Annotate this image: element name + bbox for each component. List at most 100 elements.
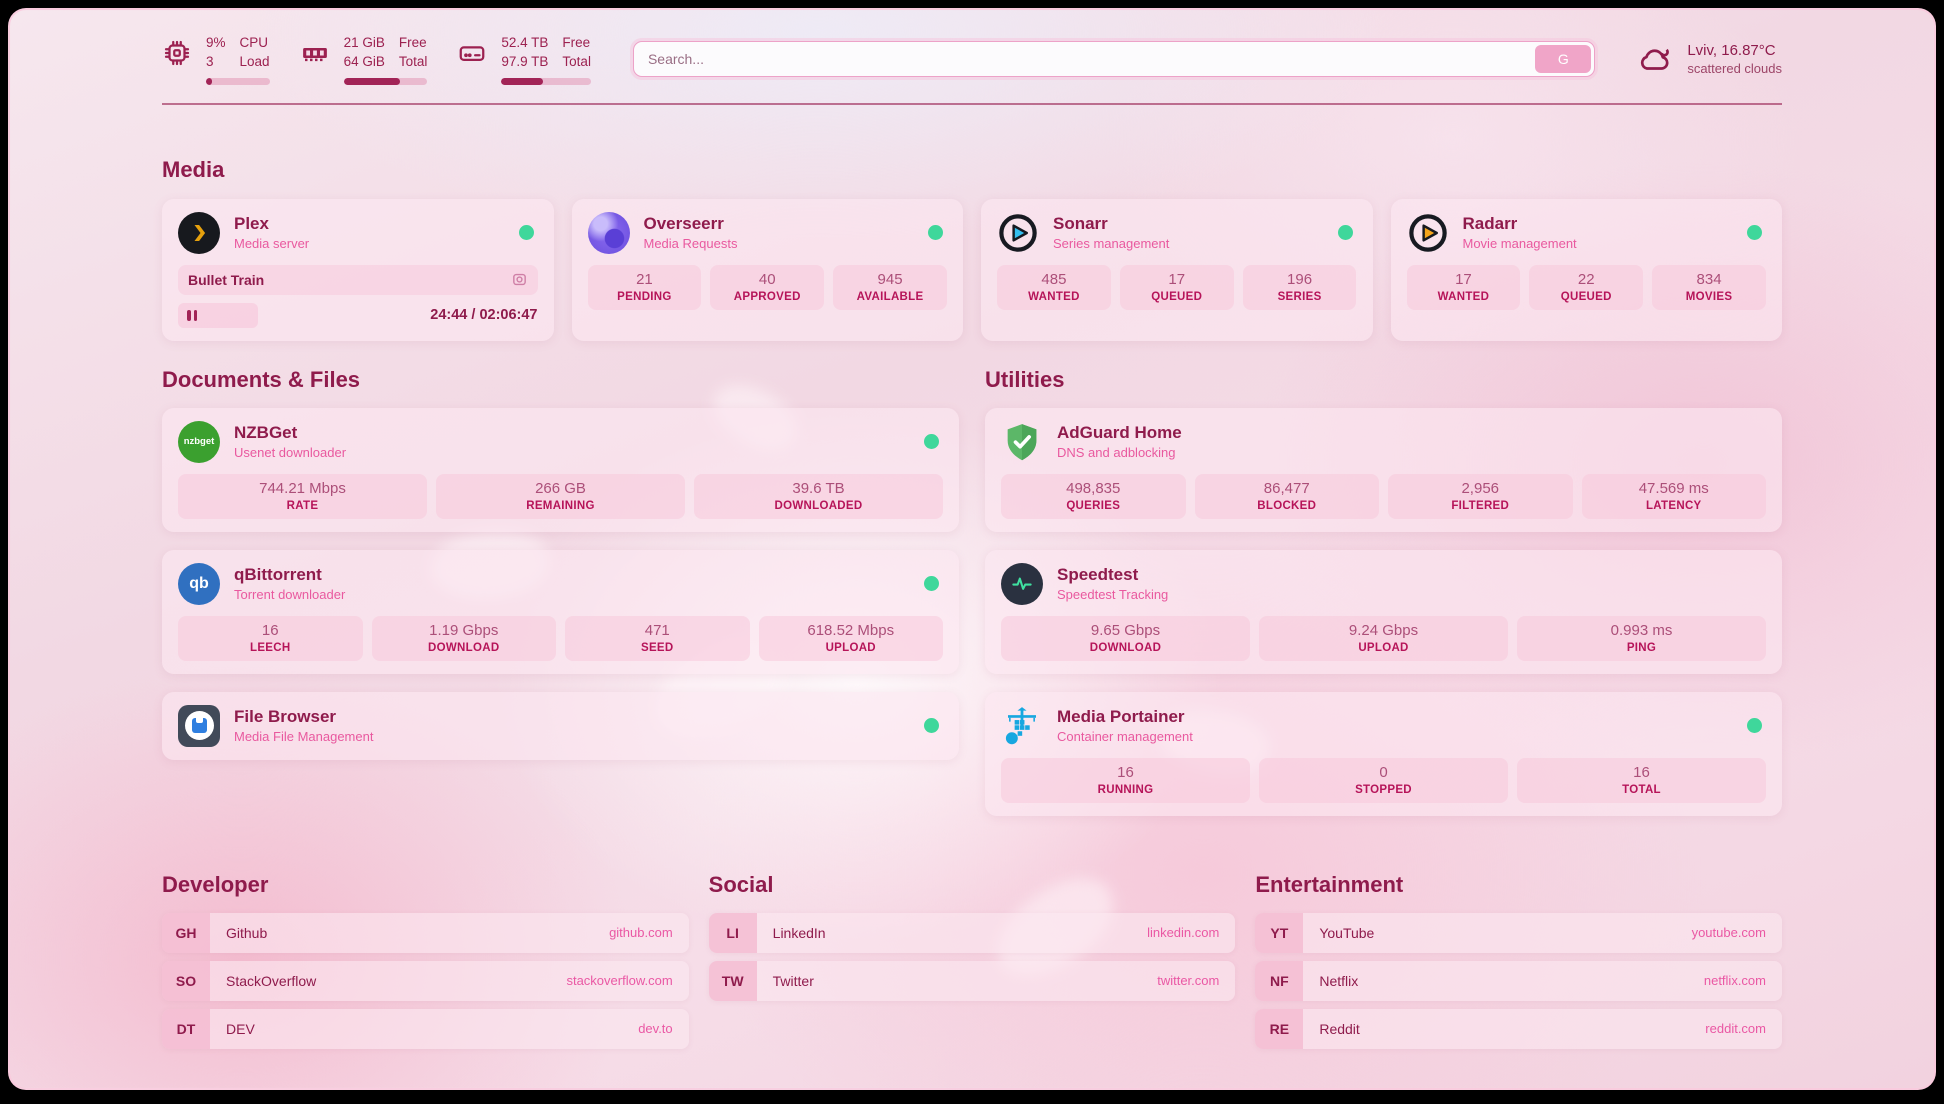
filebrowser-icon: [178, 704, 220, 747]
app-card-plex[interactable]: Plex Media server Bullet Train 24:44 / 0…: [162, 198, 554, 341]
memory-free-value: 21 GiB: [343, 35, 385, 50]
bookmark-label: Netflix: [1319, 972, 1359, 989]
app-card-adguard[interactable]: AdGuard Home DNS and adblocking 498,835 …: [985, 407, 1782, 532]
memory-progress-bar: [343, 77, 428, 85]
app-description: Speedtest Tracking: [1057, 587, 1169, 603]
stat-queued: 22 QUEUED: [1529, 264, 1644, 310]
pause-icon: [187, 309, 191, 321]
app-description: Movie management: [1462, 236, 1577, 252]
bookmark-dev[interactable]: DT DEV dev.to: [162, 1008, 689, 1049]
playback-progress-row: 24:44 / 02:06:47: [178, 302, 538, 328]
app-description: Torrent downloader: [234, 587, 346, 603]
bookmark-tag: YT: [1255, 912, 1304, 953]
stat-pending: 21 PENDING: [587, 264, 702, 310]
stat-available: 945 AVAILABLE: [833, 264, 947, 310]
pause-button[interactable]: [178, 302, 258, 328]
app-name: AdGuard Home: [1057, 423, 1182, 443]
memory-labels: Free Total: [399, 34, 428, 72]
status-dot: [518, 224, 534, 240]
weather-text: Lviv, 16.87°C scattered clouds: [1687, 42, 1782, 76]
stat-seed: 471 SEED: [565, 615, 750, 661]
header-divider: [162, 102, 1782, 105]
memory-widget: 21 GiB 64 GiB Free Total: [300, 34, 428, 85]
disk-total-value: 97.9 TB: [501, 53, 549, 69]
stat-latency: 47.569 ms LATENCY: [1581, 473, 1766, 519]
disk-widget: 52.4 TB 97.9 TB Free Total: [457, 34, 591, 85]
cpu-labels: CPU Load: [240, 34, 270, 72]
nzbget-icon: nzbget: [178, 420, 220, 463]
bookmark-label: Reddit: [1319, 1020, 1360, 1037]
stat-running: 16 RUNNING: [1001, 757, 1250, 803]
qbittorrent-icon: qb: [178, 562, 220, 605]
bookmark-label: Twitter: [772, 972, 814, 989]
stat-downloaded: 39.6 TB DOWNLOADED: [694, 473, 943, 519]
app-card-portainer[interactable]: Media Portainer Container management 16 …: [985, 691, 1782, 816]
now-playing-title: Bullet Train: [188, 271, 265, 288]
app-card-radarr[interactable]: Radarr Movie management 17 WANTED 22 QUE…: [1390, 198, 1782, 341]
bookmark-url: netflix.com: [1703, 973, 1766, 989]
app-name: Sonarr: [1053, 214, 1108, 234]
app-description: Media Requests: [643, 236, 738, 252]
status-dot: [928, 224, 943, 240]
speedtest-icon: [1001, 562, 1043, 605]
bookmark-linkedin[interactable]: LI LinkedIn linkedin.com: [708, 912, 1236, 953]
app-name: NZBGet: [234, 423, 298, 443]
bookmark-label: YouTube: [1319, 924, 1375, 941]
stat-wanted: 485 WANTED: [997, 264, 1111, 310]
overseerr-icon: [587, 211, 630, 254]
bookmark-twitter[interactable]: TW Twitter twitter.com: [708, 960, 1236, 1001]
app-card-qbittorrent[interactable]: qb qBittorrent Torrent downloader 16 LEE…: [162, 549, 959, 674]
bookmark-url: youtube.com: [1691, 925, 1766, 941]
memory-total-value: 64 GiB: [343, 53, 385, 69]
stat-upload: 9.24 Gbps UPLOAD: [1259, 615, 1508, 661]
stat-remaining: 266 GB REMAINING: [436, 473, 685, 519]
app-card-speedtest[interactable]: Speedtest Speedtest Tracking 9.65 Gbps D…: [985, 549, 1782, 674]
app-name: Plex: [234, 214, 269, 234]
search-input[interactable]: [633, 42, 1595, 77]
bookmark-tag: GH: [162, 912, 210, 953]
cpu-label: CPU: [239, 35, 269, 50]
disk-progress-bar: [501, 77, 591, 85]
bookmark-github[interactable]: GH Github github.com: [162, 912, 689, 953]
status-dot: [1337, 224, 1353, 240]
media-type-icon: [512, 274, 526, 286]
bookmark-reddit[interactable]: RE Reddit reddit.com: [1255, 1008, 1782, 1049]
stat-ping: 0.993 ms PING: [1517, 615, 1766, 661]
stat-upload: 618.52 Mbps UPLOAD: [758, 615, 943, 661]
app-card-filebrowser[interactable]: File Browser Media File Management: [162, 691, 959, 760]
hard-drive-icon: [460, 46, 485, 61]
cpu-values: 9% 3: [206, 34, 226, 72]
stat-queries: 498,835 QUERIES: [1001, 473, 1186, 519]
app-card-nzbget[interactable]: nzbget NZBGet Usenet downloader 744.21 M…: [162, 407, 959, 532]
bookmark-netflix[interactable]: NF Netflix netflix.com: [1255, 960, 1782, 1001]
bookmark-stackoverflow[interactable]: SO StackOverflow stackoverflow.com: [162, 960, 689, 1001]
status-dot: [924, 717, 939, 733]
stat-download: 1.19 Gbps DOWNLOAD: [371, 615, 556, 661]
bookmark-tag: DT: [162, 1008, 210, 1049]
app-description: DNS and adblocking: [1057, 445, 1176, 461]
app-description: Container management: [1057, 729, 1193, 745]
bookmark-youtube[interactable]: YT YouTube youtube.com: [1255, 912, 1782, 953]
status-dot: [924, 433, 939, 449]
app-description: Media server: [234, 236, 310, 252]
app-card-overseerr[interactable]: Overseerr Media Requests 21 PENDING 40 A…: [571, 198, 963, 341]
weather-condition: scattered clouds: [1687, 61, 1782, 77]
disk-total-label: Total: [562, 53, 591, 69]
bookmark-tag: NF: [1255, 960, 1304, 1001]
radarr-icon: [1407, 212, 1449, 254]
bookmark-label: StackOverflow: [226, 972, 317, 989]
plex-icon: [178, 211, 220, 254]
app-card-sonarr[interactable]: Sonarr Series management 485 WANTED 17 Q…: [981, 198, 1373, 341]
section-title-documents: Documents & Files: [162, 366, 361, 392]
status-dot: [1747, 717, 1762, 733]
search-engine-button[interactable]: G: [1535, 45, 1592, 74]
bookmark-tag: LI: [708, 912, 757, 953]
stat-total: 16 TOTAL: [1517, 757, 1766, 803]
stat-leech: 16 LEECH: [178, 615, 363, 661]
sonarr-icon: [997, 212, 1039, 254]
section-title-entertainment: Entertainment: [1255, 871, 1404, 897]
bookmark-group-developer: Developer GH Github github.com SO StackO…: [162, 872, 689, 1057]
cpu-load-label: Load: [239, 53, 270, 69]
app-name: qBittorrent: [234, 565, 322, 585]
disk-free-label: Free: [562, 35, 591, 50]
